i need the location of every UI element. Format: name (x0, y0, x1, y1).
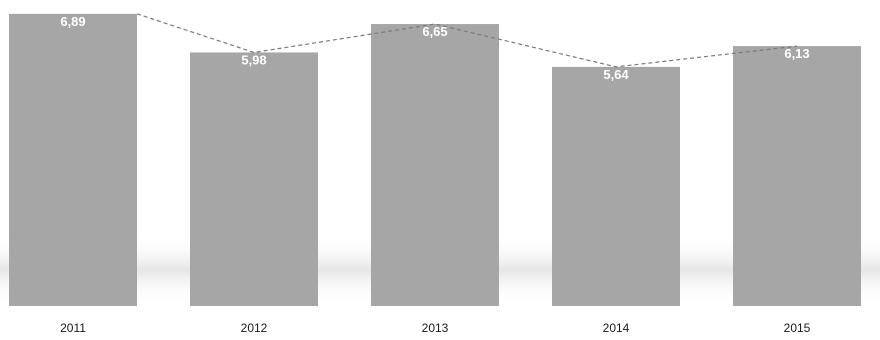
x-tick-label-2012: 2012 (241, 321, 268, 335)
trend-line (136, 13, 798, 68)
x-tick-label-2011: 2011 (60, 321, 86, 335)
value-label-2015: 6,13 (784, 46, 809, 61)
value-label-2012: 5,98 (241, 52, 266, 67)
x-tick-label-2014: 2014 (603, 321, 630, 335)
value-labels-group: 6,89 5,98 6,65 5,64 6,13 (60, 14, 809, 82)
x-axis-ticks: 2011 2012 2013 2014 2015 (60, 321, 811, 335)
bars-group (9, 13, 861, 306)
bar-2015 (733, 46, 861, 306)
value-label-2014: 5,64 (603, 67, 629, 82)
value-label-2011: 6,89 (60, 14, 85, 29)
bar-2011 (9, 13, 137, 306)
value-label-2013: 6,65 (422, 24, 447, 39)
bar-2014 (552, 66, 680, 306)
bar-2013 (371, 24, 499, 306)
bar-2012 (190, 52, 318, 306)
x-tick-label-2013: 2013 (422, 321, 449, 335)
x-tick-label-2015: 2015 (784, 321, 811, 335)
